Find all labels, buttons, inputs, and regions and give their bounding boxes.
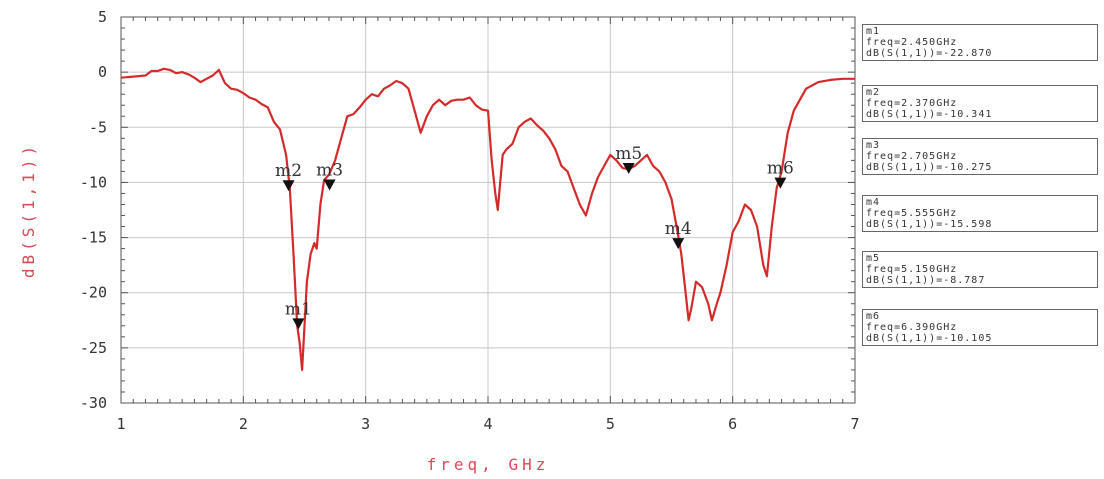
- marker-triangle-icon: [282, 180, 295, 192]
- y-tick-label: 5: [98, 8, 107, 26]
- marker-label: m2: [275, 161, 302, 181]
- marker-label: m5: [615, 144, 642, 164]
- marker-m1[interactable]: m1: [285, 299, 312, 330]
- x-tick-label: 1: [116, 415, 125, 433]
- axis-ticks: [120, 16, 856, 404]
- readout-freq: freq=2.705GHz: [866, 151, 958, 162]
- markers: m1 m2 m3 m4 m5 m6: [275, 144, 794, 330]
- marker-triangle-icon: [292, 318, 305, 330]
- x-tick-label: 7: [850, 415, 859, 433]
- marker-readout-m2: m2 freq=2.370GHz dB(S(1,1))=-10.341: [862, 85, 1098, 122]
- marker-readout-m1: m1 freq=2.450GHz dB(S(1,1))=-22.870: [862, 24, 1098, 61]
- readout-value: dB(S(1,1))=-10.275: [866, 162, 993, 173]
- x-axis-title: freq, GHz: [427, 455, 550, 474]
- readout-name: m4: [866, 197, 881, 208]
- marker-label: m6: [767, 159, 794, 179]
- x-tick-label: 4: [483, 415, 492, 433]
- readout-freq: freq=5.150GHz: [866, 264, 958, 275]
- s11-trace: [120, 67, 855, 371]
- marker-triangle-icon: [672, 238, 685, 250]
- marker-m2[interactable]: m2: [275, 161, 302, 192]
- y-axis-title: dB(S(1,1)): [19, 142, 38, 278]
- readout-value: dB(S(1,1))=-10.105: [866, 333, 993, 344]
- readout-name: m6: [866, 311, 881, 322]
- readout-freq: freq=2.370GHz: [866, 98, 958, 109]
- marker-m6[interactable]: m6: [767, 159, 794, 189]
- tick-labels: 1 2 3 4 5 6 7 5 0 -5 -10 -15 -20 -25 -30: [80, 8, 860, 433]
- readout-value: dB(S(1,1))=-22.870: [866, 48, 993, 59]
- marker-readout-m5: m5 freq=5.150GHz dB(S(1,1))=-8.787: [862, 251, 1098, 288]
- readout-name: m3: [866, 140, 881, 151]
- marker-triangle-icon: [323, 179, 336, 191]
- readout-name: m2: [866, 87, 881, 98]
- marker-label: m3: [316, 160, 343, 180]
- y-tick-label: -10: [80, 173, 107, 191]
- readout-value: dB(S(1,1))=-10.341: [866, 109, 993, 120]
- marker-m3[interactable]: m3: [316, 160, 343, 191]
- readout-freq: freq=5.555GHz: [866, 208, 958, 219]
- y-tick-label: -25: [80, 339, 107, 357]
- readout-freq: freq=2.450GHz: [866, 37, 958, 48]
- readout-name: m5: [866, 253, 881, 264]
- readout-name: m1: [866, 26, 881, 37]
- y-tick-label: -15: [80, 229, 107, 247]
- x-tick-label: 6: [728, 415, 737, 433]
- y-tick-label: -20: [80, 284, 107, 302]
- marker-m4[interactable]: m4: [665, 219, 692, 250]
- marker-triangle-icon: [622, 163, 635, 175]
- readout-value: dB(S(1,1))=-8.787: [866, 275, 986, 286]
- x-tick-label: 5: [606, 415, 615, 433]
- x-tick-label: 2: [239, 415, 248, 433]
- grid: [121, 17, 855, 403]
- y-tick-label: -30: [80, 394, 107, 412]
- y-tick-label: 0: [98, 63, 107, 81]
- marker-triangle-icon: [774, 177, 787, 189]
- marker-readout-m4: m4 freq=5.555GHz dB(S(1,1))=-15.598: [862, 195, 1098, 232]
- marker-label: m4: [665, 219, 692, 239]
- marker-label: m1: [285, 299, 312, 319]
- marker-readout-m6: m6 freq=6.390GHz dB(S(1,1))=-10.105: [862, 309, 1098, 346]
- marker-readout-m3: m3 freq=2.705GHz dB(S(1,1))=-10.275: [862, 138, 1098, 175]
- marker-m5[interactable]: m5: [615, 144, 642, 175]
- y-tick-label: -5: [89, 118, 107, 136]
- readout-freq: freq=6.390GHz: [866, 322, 958, 333]
- readout-value: dB(S(1,1))=-15.598: [866, 219, 993, 230]
- x-tick-label: 3: [361, 415, 370, 433]
